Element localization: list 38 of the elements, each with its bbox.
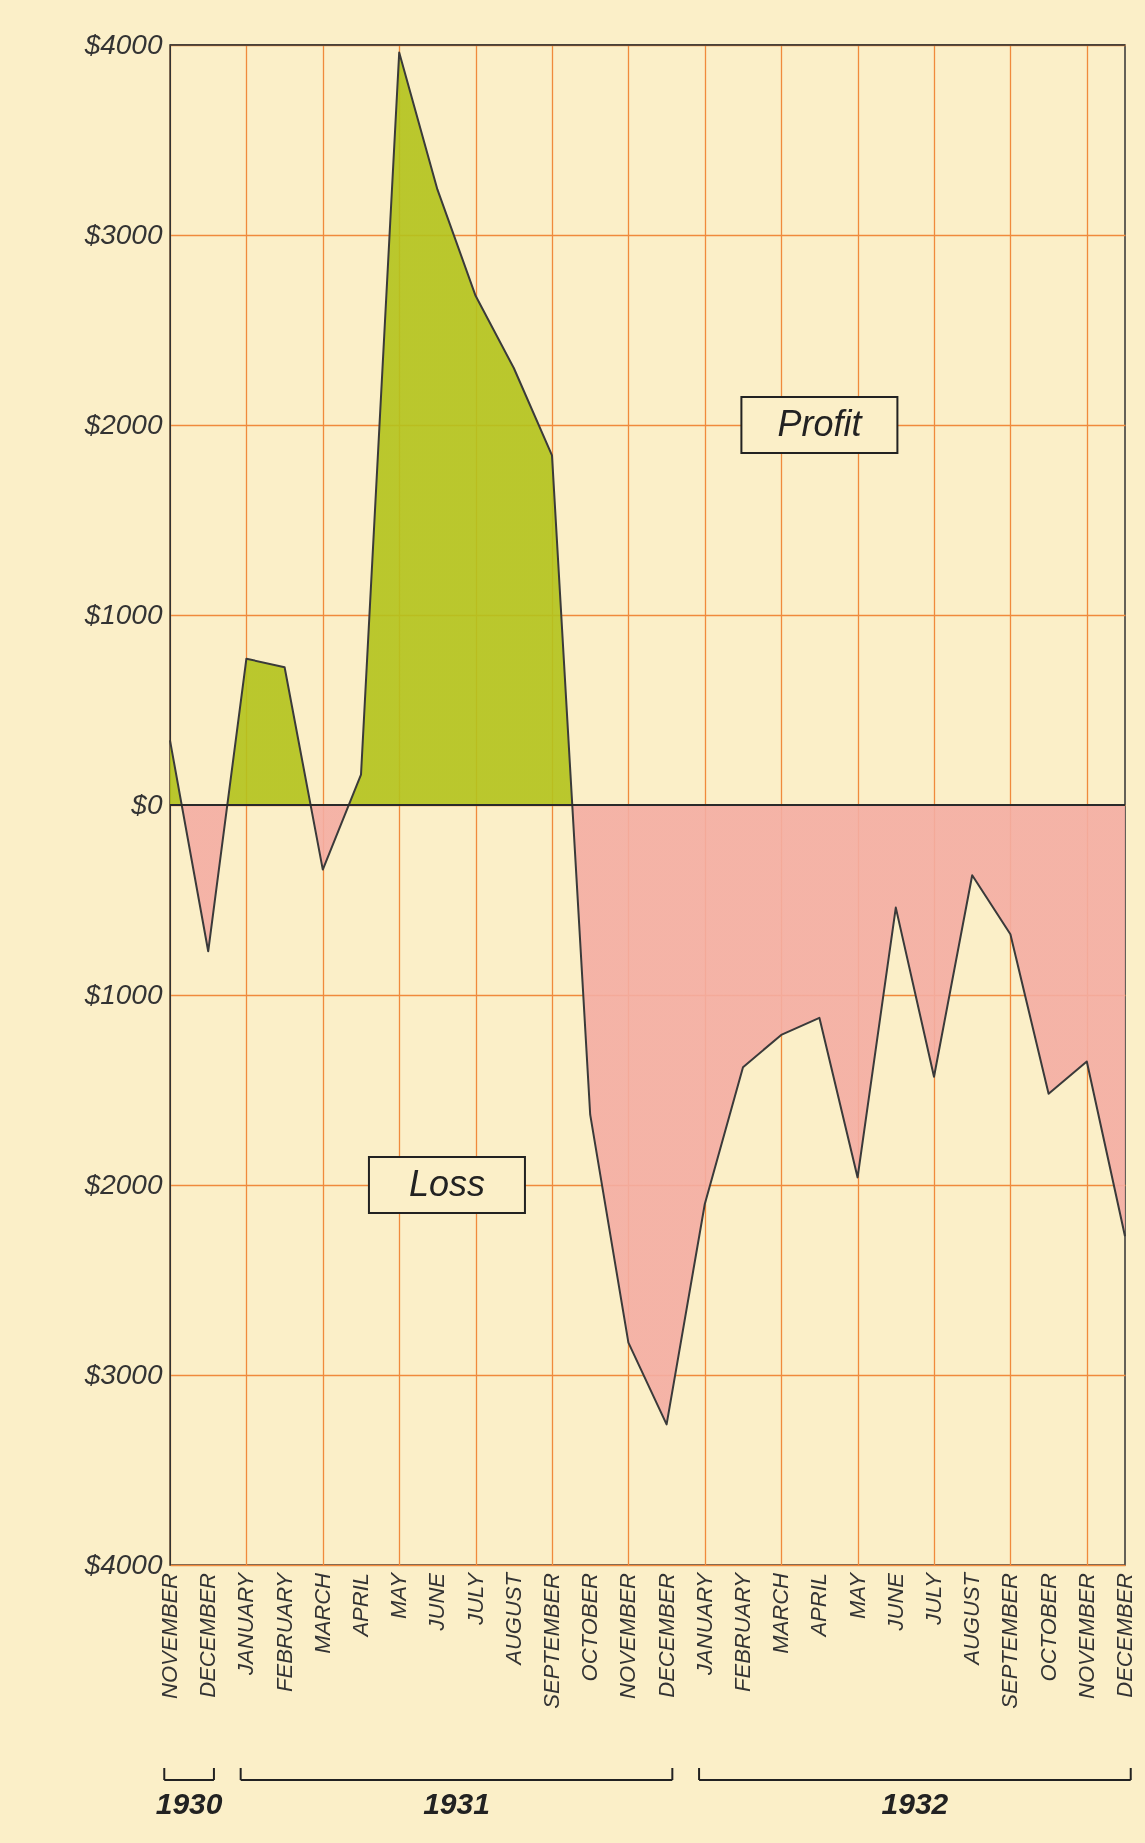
x-tick-label: DECEMBER	[1112, 1572, 1137, 1698]
y-tick-label: $4000	[83, 28, 163, 60]
y-tick-label: $1000	[83, 598, 163, 630]
x-tick-label: SEPTEMBER	[997, 1572, 1023, 1709]
y-tick-label: $2000	[83, 408, 163, 440]
x-tick-label: AUGUST	[959, 1571, 985, 1667]
y-tick-label: $2000	[83, 1168, 163, 1200]
x-tick-label: MARCH	[768, 1572, 794, 1654]
y-tick-label: $0	[130, 788, 163, 820]
x-tick-label: MAY	[386, 1571, 412, 1620]
x-tick-label: DECEMBER	[195, 1572, 221, 1698]
x-tick-label: OCTOBER	[1035, 1572, 1061, 1682]
x-tick-label: AUGUST	[500, 1571, 526, 1667]
x-tick-label: FEBRUARY	[271, 1571, 297, 1692]
x-tick-label: JANUARY	[691, 1571, 717, 1676]
y-tick-label: $3000	[83, 1358, 163, 1390]
x-tick-label: NOVEMBER	[615, 1572, 641, 1699]
x-tick-label: FEBRUARY	[730, 1571, 755, 1692]
x-tick-label: DECEMBER	[653, 1572, 679, 1698]
text: 1932	[881, 1787, 949, 1820]
annotation: Profit	[777, 403, 864, 444]
x-tick-label: JUNE	[424, 1572, 450, 1632]
x-tick-label: JANUARY	[233, 1571, 259, 1676]
x-tick-label: NOVEMBER	[1073, 1572, 1099, 1699]
text: 1930	[155, 1787, 223, 1820]
x-tick-label: MAY	[844, 1571, 870, 1620]
x-tick-label: SEPTEMBER	[539, 1572, 564, 1709]
y-tick-label: $1000	[83, 978, 163, 1010]
x-tick-label: MARCH	[309, 1572, 335, 1654]
annotation: Loss	[408, 1163, 485, 1204]
y-tick-label: $3000	[83, 218, 163, 250]
x-tick-label: APRIL	[806, 1573, 832, 1639]
x-tick-label: JULY	[462, 1571, 488, 1626]
x-tick-label: JULY	[921, 1571, 946, 1626]
x-tick-label: JUNE	[882, 1572, 908, 1632]
text: 1931	[423, 1787, 490, 1820]
x-tick-label: APRIL	[348, 1573, 373, 1639]
x-tick-label: OCTOBER	[577, 1572, 603, 1682]
